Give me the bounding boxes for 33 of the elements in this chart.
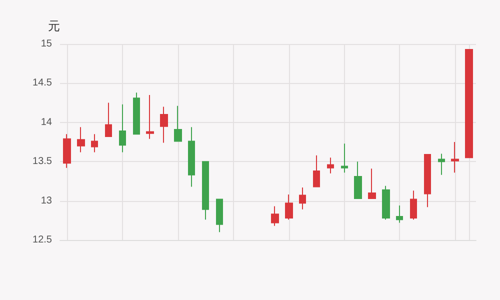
candlestick — [368, 168, 376, 199]
candlestick — [451, 142, 459, 174]
y-tick-label: 13 — [40, 195, 52, 206]
candlestick — [285, 194, 293, 220]
candlestick — [174, 105, 182, 142]
candlestick — [341, 143, 348, 174]
candlestick — [202, 161, 209, 220]
candlestick — [396, 205, 403, 224]
y-tick-label: 12.5 — [32, 234, 52, 246]
candlestick — [327, 157, 334, 174]
candlestick — [63, 134, 71, 168]
candlestick — [354, 161, 362, 199]
candlestick — [77, 126, 85, 153]
candlestick — [188, 126, 195, 188]
y-axis-title: 元 — [48, 19, 60, 33]
candlestick — [424, 154, 431, 208]
y-tick-label: 14 — [40, 116, 52, 128]
candlestick — [119, 104, 126, 153]
candlestick — [160, 106, 168, 144]
candlestick — [382, 185, 390, 220]
candlestick — [410, 190, 417, 220]
candlestick — [271, 206, 279, 226]
candlestick — [105, 102, 112, 138]
candlestick — [133, 92, 140, 135]
candlestick — [299, 186, 306, 210]
y-tick-label: 15 — [40, 38, 52, 50]
candlestick — [91, 134, 98, 153]
candlestick — [438, 153, 445, 176]
candlestick — [216, 198, 223, 233]
y-tick-label: 14.5 — [32, 78, 52, 89]
candlestick — [146, 94, 154, 140]
y-tick-label: 13.5 — [32, 156, 52, 168]
candlestick — [313, 154, 320, 188]
